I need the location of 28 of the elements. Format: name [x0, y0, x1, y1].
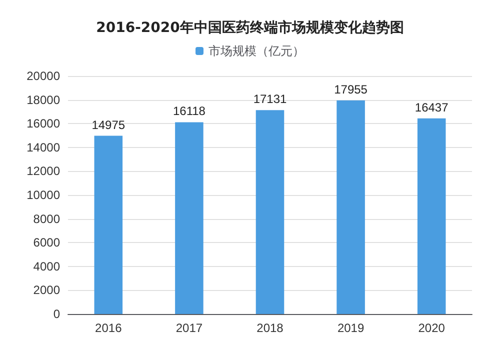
data-label: 14975: [92, 118, 126, 132]
chart-title: 2016-2020年中国医药终端市场规模变化趋势图: [96, 19, 404, 36]
y-tick-label: 10000: [26, 188, 60, 202]
x-tick-label: 2017: [176, 321, 203, 335]
bar: [94, 136, 123, 314]
bar: [417, 118, 446, 314]
legend-label: 市场规模（亿元）: [208, 44, 304, 58]
x-tick-label: 2016: [95, 321, 122, 335]
x-tick-label: 2019: [337, 321, 364, 335]
y-tick-label: 4000: [33, 259, 60, 274]
data-label: 16118: [172, 104, 206, 118]
y-tick-label: 18000: [26, 92, 60, 107]
x-tick-label: 2018: [256, 321, 284, 335]
x-tick-label: 2020: [418, 321, 446, 335]
bar: [336, 100, 365, 314]
y-tick-label: 16000: [26, 116, 60, 131]
data-label: 16437: [414, 100, 449, 114]
y-tick-label: 12000: [26, 164, 60, 178]
y-tick-label: 0: [53, 307, 60, 321]
y-tick-label: 2000: [33, 283, 60, 298]
data-label: 17955: [334, 82, 368, 96]
data-label: 17131: [253, 92, 288, 106]
y-tick-label: 20000: [26, 69, 60, 83]
bar: [175, 122, 204, 314]
y-tick-label: 8000: [33, 212, 60, 226]
bar: [256, 110, 284, 314]
y-tick-label: 6000: [33, 236, 60, 250]
y-tick-label: 14000: [26, 140, 60, 154]
